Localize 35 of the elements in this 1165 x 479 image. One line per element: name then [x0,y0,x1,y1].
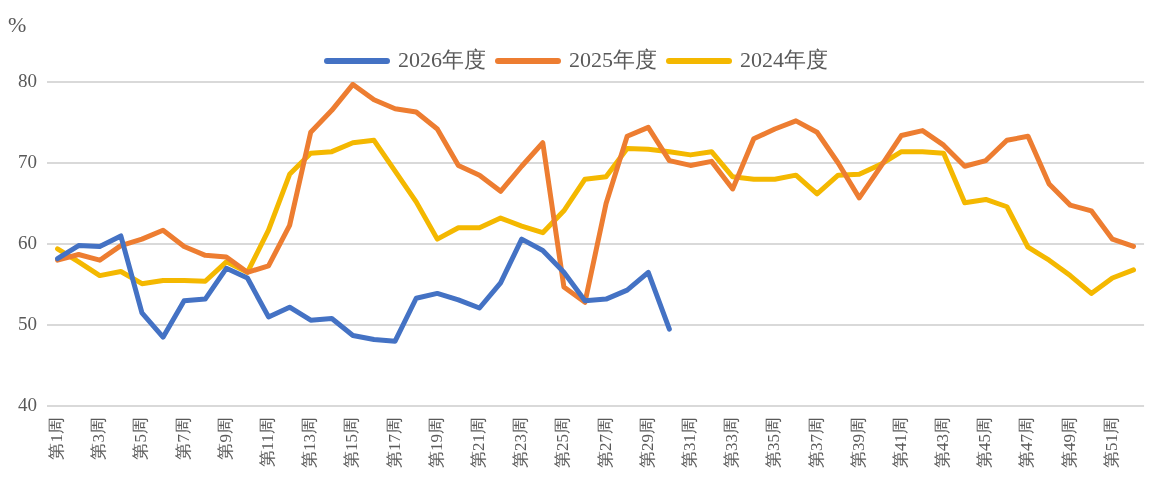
x-tick-label: 第31周 [679,417,699,468]
x-tick-label: 第43周 [933,417,953,468]
x-tick-label: 第25周 [553,417,573,468]
x-tick-label: 第47周 [1017,417,1037,468]
x-tick-label: 第35周 [764,417,784,468]
x-tick-label: 第21周 [468,417,488,468]
x-tick-label: 第9周 [215,417,235,460]
x-tick-label: 第41周 [890,417,910,468]
y-tick-label: 50 [18,312,37,334]
x-tick-label: 第29周 [637,417,657,468]
x-tick-label: 第13周 [300,417,320,468]
legend-label: 2025年度 [569,46,657,72]
legend-label: 2026年度 [398,46,486,72]
x-tick-label: 第37周 [806,417,826,468]
x-tick-label: 第19周 [426,417,446,468]
x-tick-label: 第7周 [173,417,193,460]
x-tick-label: 第27周 [595,417,615,468]
x-tick-label: 第11周 [257,417,277,468]
legend-label: 2024年度 [740,46,828,72]
x-tick-label: 第23周 [511,417,531,468]
y-tick-label: 70 [18,150,37,172]
x-tick-label: 第15周 [342,417,362,468]
y-axis-title: % [8,12,27,38]
x-tick-label: 第39周 [848,417,868,468]
y-tick-label: 80 [18,69,37,91]
x-tick-label: 第51周 [1101,417,1121,468]
x-tick-label: 第45周 [975,417,995,468]
y-tick-label: 60 [18,231,37,253]
y-tick-label: 40 [18,393,37,415]
x-tick-label: 第33周 [722,417,742,468]
x-tick-label: 第5周 [131,417,151,460]
x-tick-label: 第3周 [89,417,109,460]
x-tick-label: 第49周 [1059,417,1079,468]
x-tick-label: 第17周 [384,417,404,468]
x-tick-label: 第1周 [47,417,67,460]
